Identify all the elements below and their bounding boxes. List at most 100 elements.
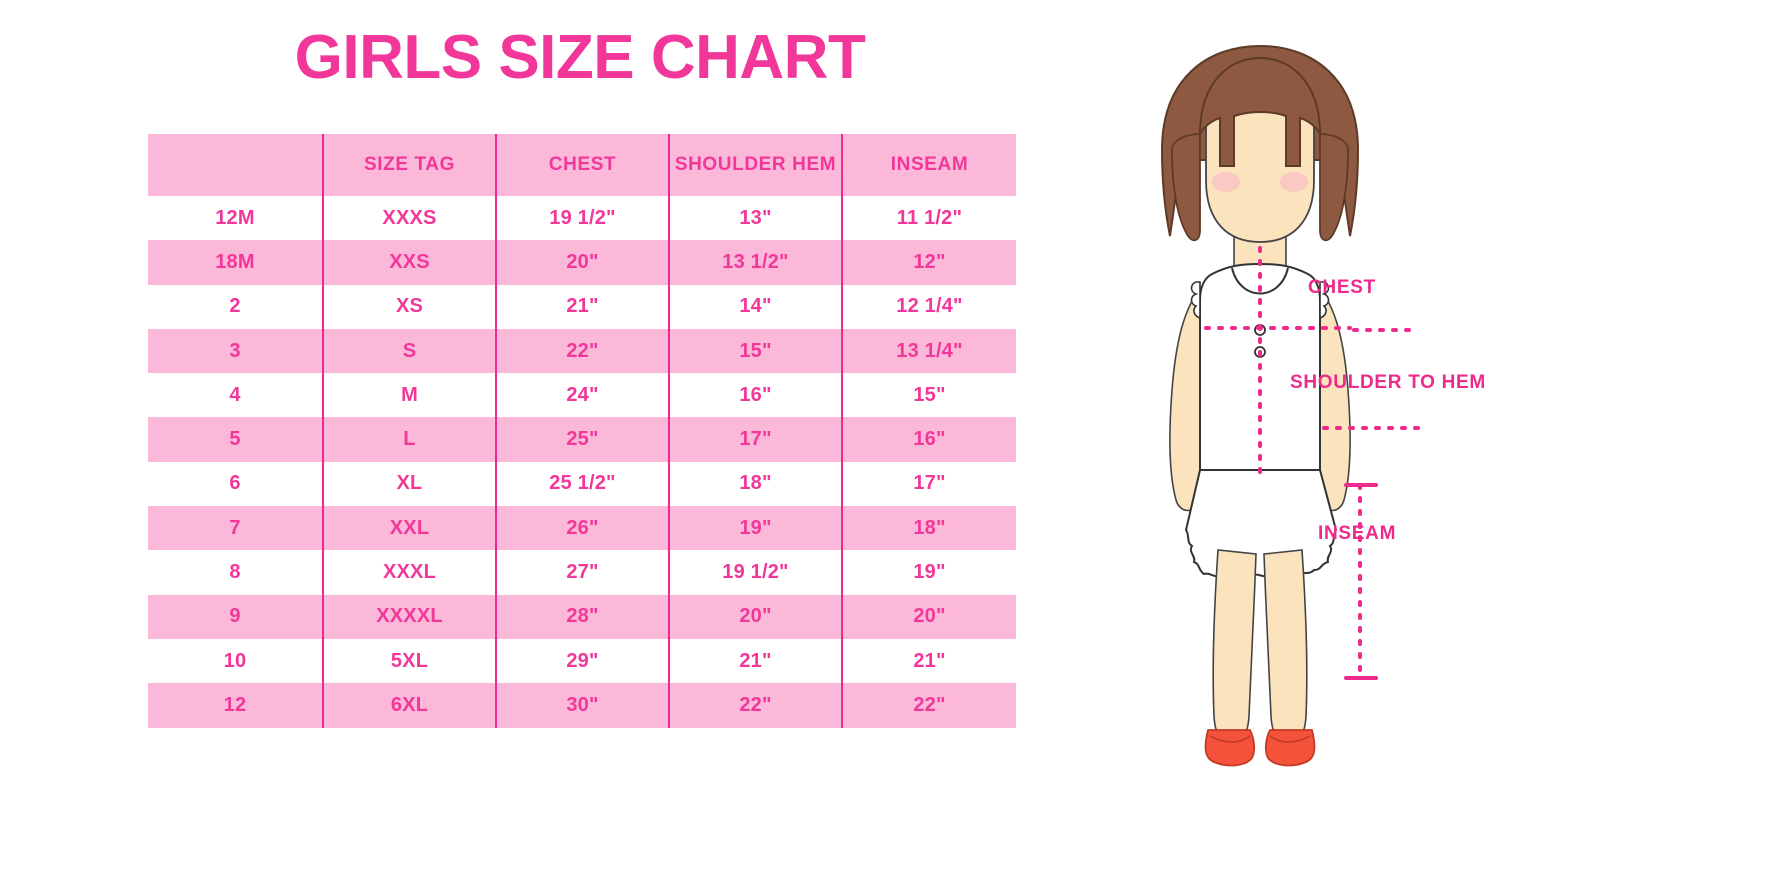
cell-size: 4 bbox=[148, 373, 323, 418]
cell-size: 10 bbox=[148, 638, 323, 684]
shoe-strap-left bbox=[1209, 735, 1251, 743]
table-row: 12M XXXS 19 1/2" 13" 11 1/2" bbox=[148, 196, 1016, 241]
column-header-inseam: INSEAM bbox=[841, 134, 1016, 196]
cell-shoulder-hem: 19" bbox=[668, 506, 842, 551]
size-table-container: SIZE TAG CHEST SHOULDER HEM INSEAM 12M XX… bbox=[148, 134, 1016, 728]
cell-size: 12 bbox=[148, 683, 323, 728]
cell-chest: 27" bbox=[495, 550, 669, 595]
shoe-left bbox=[1204, 729, 1256, 767]
hair-left-shape bbox=[1171, 133, 1201, 242]
sleeve-ruffle-right bbox=[1319, 281, 1330, 320]
table-row: 7 XXL 26" 19" 18" bbox=[148, 506, 1016, 551]
table-row: 9 XXXXL 28" 20" 20" bbox=[148, 594, 1016, 639]
table-body: 12M XXXS 19 1/2" 13" 11 1/2" 18M XXS 20" 13 1/2"… bbox=[148, 196, 1016, 728]
girl-figure-illustration bbox=[1100, 30, 1430, 790]
shoe-strap-right bbox=[1269, 735, 1311, 743]
cell-chest: 26" bbox=[495, 506, 669, 551]
cell-size-tag: XL bbox=[322, 461, 496, 507]
cell-chest: 25 1/2" bbox=[495, 461, 669, 507]
cell-chest: 19 1/2" bbox=[495, 196, 669, 241]
cell-shoulder-hem: 21" bbox=[668, 638, 842, 684]
cell-size: 6 bbox=[148, 461, 323, 507]
table-row: 2 XS 21" 14" 12 1/4" bbox=[148, 284, 1016, 329]
cheek-left bbox=[1212, 172, 1240, 192]
cell-shoulder-hem: 18" bbox=[668, 461, 842, 507]
cheek-right bbox=[1280, 172, 1308, 192]
cell-size: 3 bbox=[148, 328, 323, 374]
column-header-chest: CHEST bbox=[495, 134, 669, 196]
cell-size-tag: XS bbox=[322, 284, 496, 329]
cell-chest: 20" bbox=[495, 240, 669, 285]
cell-shoulder-hem: 13 1/2" bbox=[668, 240, 842, 285]
cell-inseam: 16" bbox=[841, 417, 1016, 462]
sleeve-ruffle-left bbox=[1190, 281, 1201, 320]
skirt-shape bbox=[1184, 469, 1338, 578]
cell-shoulder-hem: 19 1/2" bbox=[668, 550, 842, 595]
callout-inseam: INSEAM bbox=[1318, 523, 1397, 544]
callout-shoulder-to-hem: SHOULDER TO HEM bbox=[1290, 372, 1486, 393]
column-header-size bbox=[148, 134, 323, 196]
cell-size: 5 bbox=[148, 417, 323, 462]
table-header-row: SIZE TAG CHEST SHOULDER HEM INSEAM bbox=[148, 134, 1016, 196]
cell-inseam: 12" bbox=[841, 240, 1016, 285]
cell-size-tag: 6XL bbox=[322, 683, 496, 728]
cell-size: 8 bbox=[148, 550, 323, 595]
cell-shoulder-hem: 16" bbox=[668, 373, 842, 418]
table-row: 6 XL 25 1/2" 18" 17" bbox=[148, 461, 1016, 507]
table-row: 18M XXS 20" 13 1/2" 12" bbox=[148, 240, 1016, 285]
leg-right-shape bbox=[1263, 549, 1308, 743]
cell-shoulder-hem: 22" bbox=[668, 683, 842, 728]
cell-chest: 30" bbox=[495, 683, 669, 728]
table-row: 5 L 25" 17" 16" bbox=[148, 417, 1016, 462]
cell-shoulder-hem: 15" bbox=[668, 328, 842, 374]
cell-shoulder-hem: 14" bbox=[668, 284, 842, 329]
cell-inseam: 19" bbox=[841, 550, 1016, 595]
size-table: SIZE TAG CHEST SHOULDER HEM INSEAM 12M XX… bbox=[148, 134, 1016, 728]
page-title: GIRLS SIZE CHART bbox=[294, 23, 866, 92]
cell-size: 18M bbox=[148, 240, 323, 285]
cell-shoulder-hem: 20" bbox=[668, 594, 842, 639]
cell-size-tag: M bbox=[322, 373, 496, 418]
neckline bbox=[1231, 267, 1289, 295]
cell-size-tag: XXXS bbox=[322, 196, 496, 241]
table-row: 10 5XL 29" 21" 21" bbox=[148, 638, 1016, 684]
cell-size: 7 bbox=[148, 506, 323, 551]
cell-size-tag: XXXXL bbox=[322, 594, 496, 639]
cell-inseam: 13 1/4" bbox=[841, 328, 1016, 374]
shoe-right bbox=[1264, 729, 1316, 767]
cell-inseam: 17" bbox=[841, 461, 1016, 507]
cell-size-tag: XXL bbox=[322, 506, 496, 551]
cell-size-tag: XXXL bbox=[322, 550, 496, 595]
cell-inseam: 20" bbox=[841, 594, 1016, 639]
cell-size: 12M bbox=[148, 196, 323, 241]
bangs-shape bbox=[1199, 56, 1321, 167]
cell-chest: 29" bbox=[495, 638, 669, 684]
cell-chest: 25" bbox=[495, 417, 669, 462]
cell-size-tag: XXS bbox=[322, 240, 496, 285]
table-header: SIZE TAG CHEST SHOULDER HEM INSEAM bbox=[148, 134, 1016, 196]
cell-chest: 28" bbox=[495, 594, 669, 639]
table-row: 3 S 22" 15" 13 1/4" bbox=[148, 328, 1016, 374]
cell-inseam: 21" bbox=[841, 638, 1016, 684]
cell-size-tag: 5XL bbox=[322, 638, 496, 684]
cell-size-tag: S bbox=[322, 328, 496, 374]
cell-chest: 22" bbox=[495, 328, 669, 374]
cell-shoulder-hem: 17" bbox=[668, 417, 842, 462]
cell-inseam: 12 1/4" bbox=[841, 284, 1016, 329]
cell-size: 2 bbox=[148, 284, 323, 329]
hair-right-shape bbox=[1319, 133, 1349, 242]
cell-chest: 24" bbox=[495, 373, 669, 418]
cell-chest: 21" bbox=[495, 284, 669, 329]
cell-size-tag: L bbox=[322, 417, 496, 462]
cell-inseam: 22" bbox=[841, 683, 1016, 728]
cell-inseam: 15" bbox=[841, 373, 1016, 418]
table-row: 4 M 24" 16" 15" bbox=[148, 373, 1016, 418]
cell-inseam: 11 1/2" bbox=[841, 196, 1016, 241]
cell-inseam: 18" bbox=[841, 506, 1016, 551]
column-header-size-tag: SIZE TAG bbox=[322, 134, 496, 196]
cell-size: 9 bbox=[148, 594, 323, 639]
callout-chest: CHEST bbox=[1308, 277, 1376, 298]
cell-shoulder-hem: 13" bbox=[668, 196, 842, 241]
table-row: 12 6XL 30" 22" 22" bbox=[148, 683, 1016, 728]
